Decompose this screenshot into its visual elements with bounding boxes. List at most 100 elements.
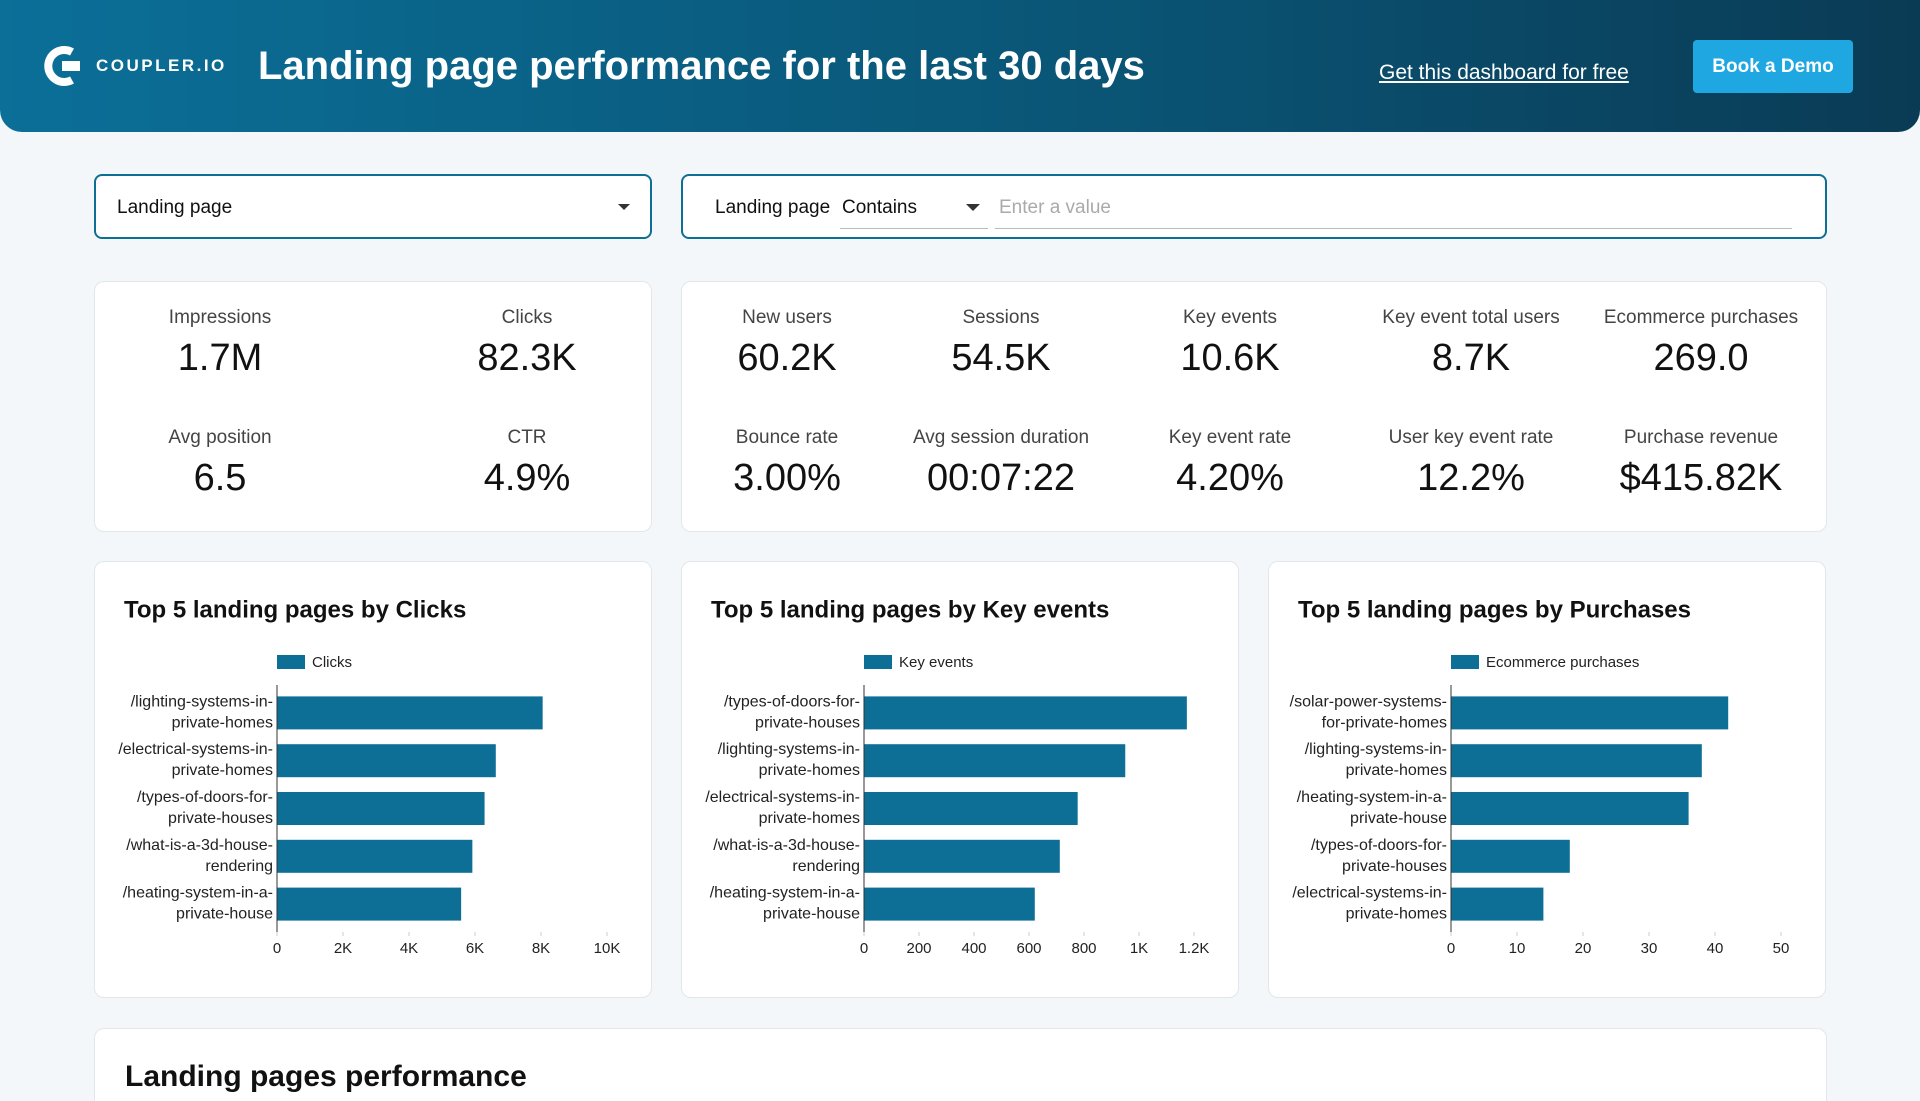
bar xyxy=(1451,696,1729,730)
kpi-label: Avg session duration xyxy=(912,427,1090,448)
kpi-value: 1.7M xyxy=(177,337,263,379)
chart-title: Top 5 landing pages by Clicks xyxy=(124,596,466,623)
x-tick-label: 200 xyxy=(906,940,931,957)
x-tick-label: 0 xyxy=(1447,940,1455,957)
x-tick-label: 10 xyxy=(1509,940,1526,957)
landing-page-dropdown[interactable]: Landing page xyxy=(94,174,652,239)
kpi-value: 8.7K xyxy=(1431,337,1511,379)
kpi-value: 4.9% xyxy=(483,457,571,499)
table-card: Landing pages performance xyxy=(94,1028,1827,1101)
kpi-value: 3.00% xyxy=(733,457,841,499)
x-tick-label: 50 xyxy=(1773,940,1790,957)
kpi-label: Key event total users xyxy=(1382,307,1560,328)
table-title: Landing pages performance xyxy=(125,1060,527,1093)
legend-swatch xyxy=(864,655,892,669)
y-tick-label: /electrical-systems-in-private-homes xyxy=(1292,885,1447,923)
legend-swatch xyxy=(1451,655,1479,669)
kpi-value: 10.6K xyxy=(1180,337,1280,379)
chart-title: Top 5 landing pages by Purchases xyxy=(1298,596,1691,623)
value-input[interactable]: Enter a value xyxy=(995,188,1792,229)
kpi-value: 12.2% xyxy=(1417,457,1525,499)
bar xyxy=(864,792,1078,825)
y-tick-label: /solar-power-systems-for-private-homes xyxy=(1290,694,1447,732)
legend-swatch xyxy=(277,655,305,669)
bar xyxy=(1451,792,1689,825)
y-tick-label: /heating-system-in-a-private-house xyxy=(123,885,273,923)
caret xyxy=(618,204,630,210)
operator: Contains xyxy=(842,197,917,218)
caret xyxy=(966,204,980,211)
brand: COUPLER.IO xyxy=(96,56,227,75)
bar xyxy=(864,696,1187,730)
x-tick-label: 4K xyxy=(400,940,418,957)
x-tick-label: 6K xyxy=(466,940,484,957)
legend-label: Ecommerce purchases xyxy=(1486,654,1639,671)
y-tick-label: /lighting-systems-in-private-homes xyxy=(131,694,273,732)
kpi-card: Impressions 1.7M Clicks 82.3K Avg position 6.… xyxy=(94,281,652,532)
kpi-card: New users 60.2K Sessions 54.5K Key events 10.… xyxy=(681,281,1827,532)
kpi-label: Avg position xyxy=(168,427,272,448)
kpi-label: User key event rate xyxy=(1388,427,1554,448)
y-tick-label: /types-of-doors-for-private-houses xyxy=(137,789,273,827)
bar xyxy=(277,744,496,778)
dropdown-label: Landing page xyxy=(117,197,233,218)
chart-title: Top 5 landing pages by Key events xyxy=(711,596,1109,623)
kpi-label: CTR xyxy=(507,427,547,448)
placeholder: Enter a value xyxy=(999,197,1111,218)
bar xyxy=(1451,887,1544,921)
kpi-value: 54.5K xyxy=(951,337,1051,379)
x-tick-label: 8K xyxy=(532,940,550,957)
kpi-value: $415.82K xyxy=(1619,457,1783,499)
get-dashboard-link[interactable]: Get this dashboard for free xyxy=(1379,61,1629,84)
legend-label: Clicks xyxy=(312,654,352,671)
y-tick-label: /heating-system-in-a-private-house xyxy=(1297,789,1447,827)
kpi-label: New users xyxy=(742,307,832,328)
x-tick-label: 20 xyxy=(1575,940,1592,957)
y-tick-label: /types-of-doors-for-private-houses xyxy=(1311,837,1447,875)
bar xyxy=(1451,744,1702,778)
x-tick-label: 2K xyxy=(334,940,352,957)
kpi-label: Impressions xyxy=(168,307,272,328)
chart-card: Top 5 landing pages by Clicks Clicks/ligh… xyxy=(94,561,652,998)
kpi-value: 60.2K xyxy=(737,337,837,379)
x-tick-label: 30 xyxy=(1641,940,1658,957)
x-tick-label: 800 xyxy=(1071,940,1096,957)
kpi-label: Clicks xyxy=(501,307,553,328)
kpi-label: Bounce rate xyxy=(735,427,839,448)
bar xyxy=(277,839,473,873)
x-tick-label: 0 xyxy=(273,940,281,957)
page-title: Landing page performance for the last 30… xyxy=(258,44,1145,88)
kpi-value: 82.3K xyxy=(477,337,577,379)
y-tick-label: /lighting-systems-in-private-homes xyxy=(718,741,860,779)
kpi-value: 00:07:22 xyxy=(927,457,1075,499)
y-tick-label: /lighting-systems-in-private-homes xyxy=(1305,741,1447,779)
x-tick-label: 600 xyxy=(1016,940,1041,957)
kpi-label: Key events xyxy=(1183,307,1277,328)
header: COUPLER.IO Landing page performance for … xyxy=(0,0,1920,132)
y-tick-label: /types-of-doors-for-private-houses xyxy=(724,694,860,732)
kpi-label: Purchase revenue xyxy=(1623,427,1779,448)
operator-select[interactable]: Contains xyxy=(840,188,988,229)
bar xyxy=(864,887,1035,921)
kpi-value: 4.20% xyxy=(1176,457,1284,499)
y-tick-label: /what-is-a-3d-house-rendering xyxy=(713,837,860,875)
kpi-label: Key event rate xyxy=(1168,427,1292,448)
y-tick-label: /electrical-systems-in-private-homes xyxy=(705,789,860,827)
bar xyxy=(864,839,1060,873)
legend-label: Key events xyxy=(899,654,973,671)
y-tick-label: /electrical-systems-in-private-homes xyxy=(118,741,273,779)
chart: Top 5 landing pages by Purchases Ecommerc… xyxy=(1290,596,1790,957)
bar xyxy=(277,792,485,825)
chart-card: Top 5 landing pages by Purchases Ecommerc… xyxy=(1268,561,1826,998)
x-tick-label: 40 xyxy=(1707,940,1724,957)
kpi-value: 269.0 xyxy=(1653,337,1749,379)
logo-icon xyxy=(44,46,80,86)
x-tick-label: 1.2K xyxy=(1179,940,1210,957)
x-tick-label: 0 xyxy=(860,940,868,957)
book-demo-button[interactable]: Book a Demo xyxy=(1693,40,1853,93)
x-tick-label: 10K xyxy=(594,940,621,957)
x-tick-label: 400 xyxy=(961,940,986,957)
kpi-label: Ecommerce purchases xyxy=(1603,307,1799,328)
chart: Top 5 landing pages by Clicks Clicks/ligh… xyxy=(118,596,621,957)
